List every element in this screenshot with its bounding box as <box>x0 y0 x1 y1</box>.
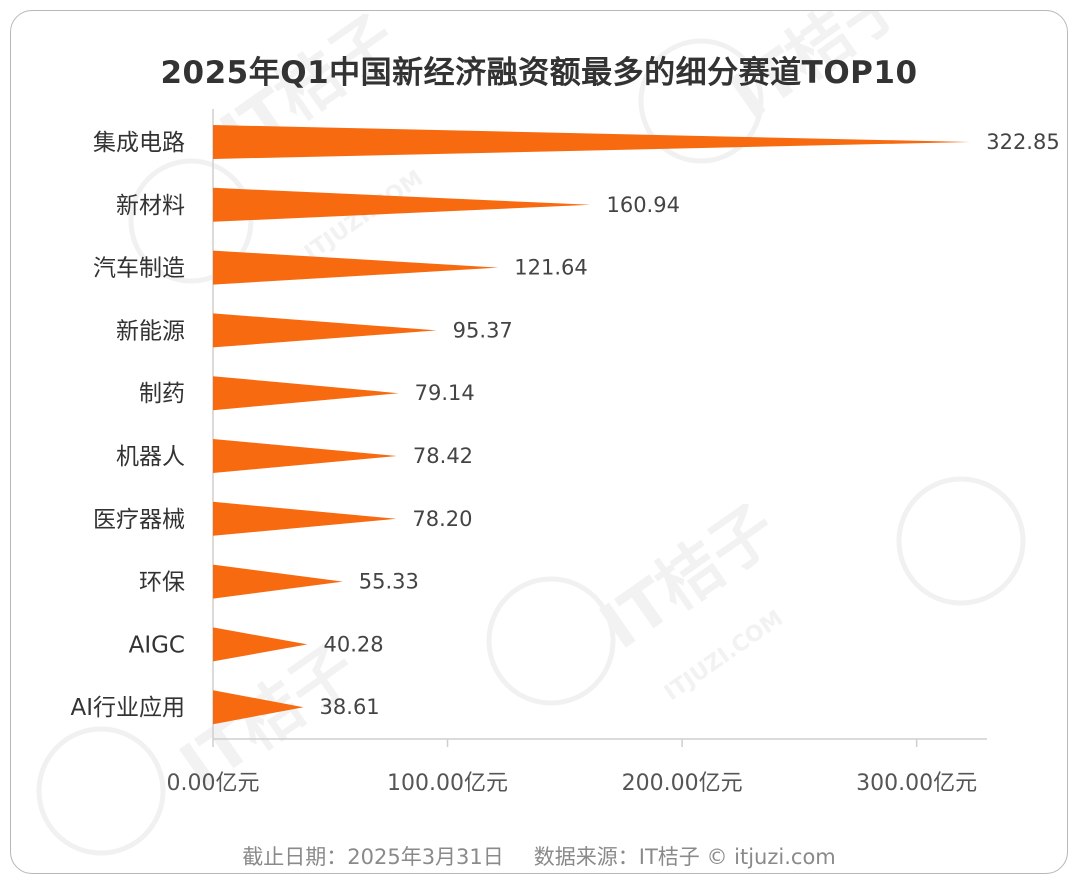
category-label: 新能源 <box>116 318 185 344</box>
value-label: 322.85 <box>986 130 1059 154</box>
value-label: 40.28 <box>323 632 383 656</box>
bar <box>213 627 308 662</box>
value-label: 95.37 <box>453 318 513 342</box>
bar <box>213 501 397 536</box>
watermark-logo-icon <box>128 158 254 284</box>
value-label: 55.33 <box>359 570 419 594</box>
x-tick-label: 100.00亿元 <box>387 771 508 796</box>
watermark-logo-icon <box>896 476 1026 606</box>
category-label: 汽车制造 <box>93 256 185 282</box>
category-label: AI行业应用 <box>70 695 185 721</box>
bar <box>213 690 304 725</box>
footer-source: 数据来源：IT桔子 © itjuzi.com <box>533 845 836 869</box>
category-label: 新材料 <box>116 193 185 219</box>
bar <box>213 187 591 222</box>
value-label: 78.42 <box>413 444 473 468</box>
chart-canvas: IT桔子 ITJUZI.COM IT桔子 IT桔子 ITJUZI.COM IT桔… <box>36 11 1060 856</box>
chart-title: 2025年Q1中国新经济融资额最多的细分赛道TOP10 <box>160 55 918 91</box>
footer-date: 截止日期：2025年3月31日 <box>242 845 504 869</box>
watermark-logo-icon <box>486 576 616 706</box>
bar <box>213 125 971 159</box>
x-tick-label: 300.00亿元 <box>856 771 977 796</box>
watermark-logo-icon <box>638 38 764 164</box>
chart-card: IT桔子 ITJUZI.COM IT桔子 IT桔子 ITJUZI.COM IT桔… <box>10 10 1068 874</box>
bar <box>213 439 397 473</box>
bar <box>213 250 499 285</box>
x-tick-label: 200.00亿元 <box>622 771 743 796</box>
chart-footer: 截止日期：2025年3月31日 数据来源：IT桔子 © itjuzi.com <box>11 841 1067 871</box>
category-label: 集成电路 <box>93 130 185 156</box>
value-label: 121.64 <box>514 256 587 280</box>
bar <box>213 376 399 411</box>
category-label: AIGC <box>129 632 185 658</box>
plot-area: 0.00亿元 100.00亿元 200.00亿元 300.00亿元 集成电路 322.85… <box>70 109 1060 796</box>
watermark-logo-icon <box>36 726 166 856</box>
category-label: 机器人 <box>116 444 185 470</box>
bar <box>213 313 437 348</box>
value-label: 78.20 <box>412 507 472 531</box>
x-tick-label: 0.00亿元 <box>167 771 260 796</box>
category-label: 制药 <box>139 381 185 407</box>
value-label: 38.61 <box>320 695 380 719</box>
category-label: 医疗器械 <box>93 507 185 533</box>
value-label: 79.14 <box>415 381 475 405</box>
bar <box>213 564 343 599</box>
category-label: 环保 <box>139 570 185 596</box>
value-label: 160.94 <box>606 193 679 217</box>
